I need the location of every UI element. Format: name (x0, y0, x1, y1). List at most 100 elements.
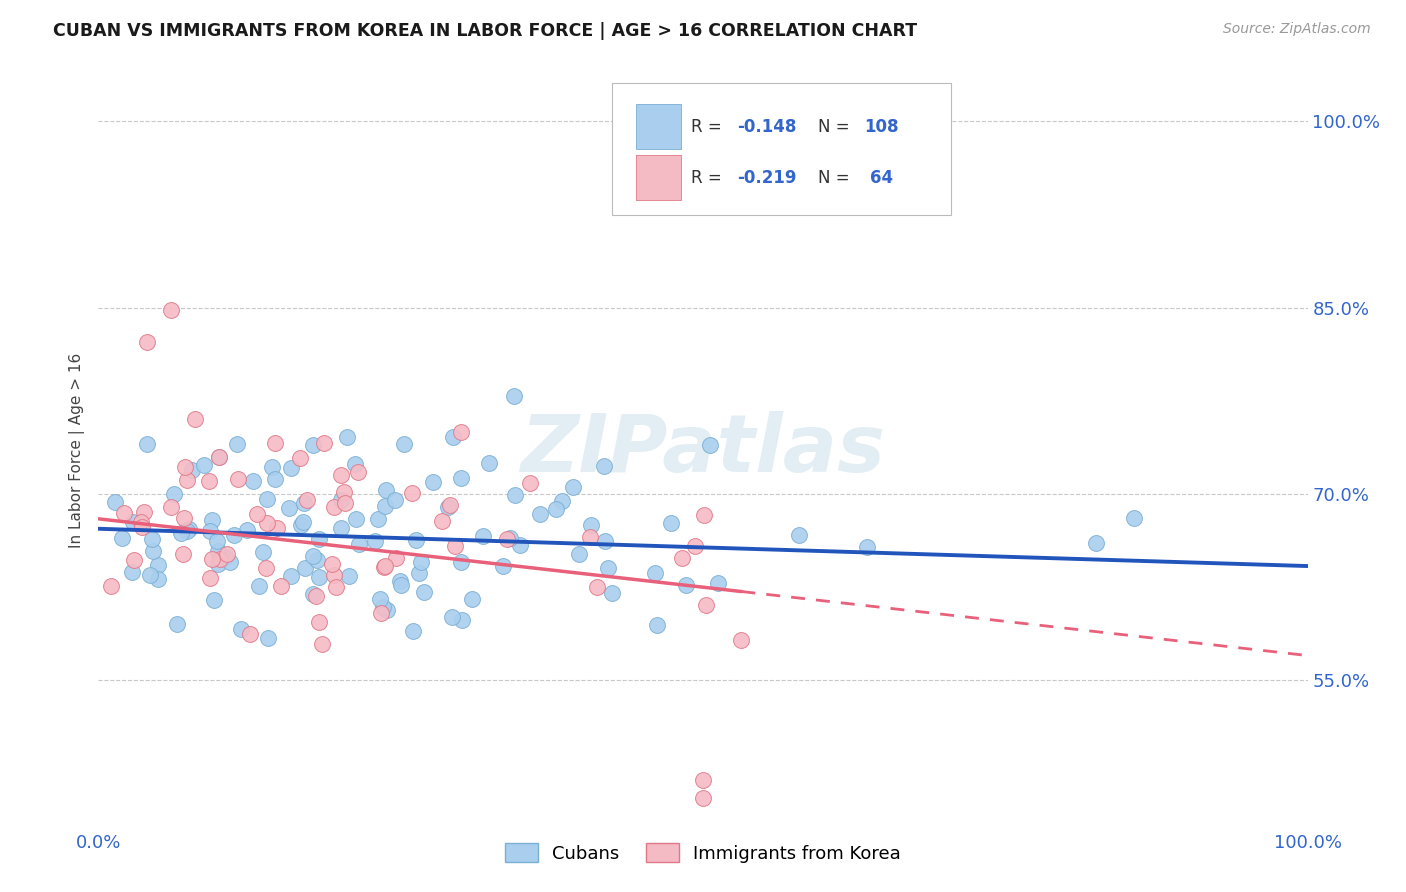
Cubans (374, 499, 396, 513)
Cubans (499, 531, 522, 545)
Cubans (592, 459, 614, 474)
Immigrants from Korea (671, 551, 693, 566)
Immigrants from Korea (201, 552, 224, 566)
Immigrants from Korea (131, 520, 153, 534)
Cubans (207, 557, 229, 571)
Immigrants from Korea (384, 550, 406, 565)
Immigrants from Korea (215, 547, 238, 561)
Cubans (402, 624, 425, 639)
Cubans (302, 549, 325, 564)
Cubans (219, 555, 242, 569)
Text: 64: 64 (870, 169, 893, 186)
Cubans (546, 502, 568, 516)
Cubans (509, 538, 531, 552)
Text: -0.219: -0.219 (737, 169, 796, 186)
Cubans (336, 430, 359, 444)
Immigrants from Korea (200, 571, 222, 585)
Cubans (598, 561, 620, 575)
Text: R =: R = (690, 118, 727, 136)
Cubans (198, 524, 221, 539)
Cubans (162, 487, 184, 501)
Cubans (659, 516, 682, 530)
Cubans (675, 578, 697, 592)
Cubans (343, 457, 366, 471)
Cubans (292, 496, 315, 510)
Cubans (529, 507, 551, 521)
Cubans (405, 533, 427, 548)
FancyBboxPatch shape (613, 83, 950, 216)
Immigrants from Korea (692, 772, 714, 787)
Cubans (247, 579, 270, 593)
Immigrants from Korea (323, 500, 346, 514)
Cubans (789, 527, 811, 541)
Cubans (176, 524, 198, 538)
Cubans (502, 389, 524, 403)
Text: 108: 108 (863, 118, 898, 136)
Y-axis label: In Labor Force | Age > 16: In Labor Force | Age > 16 (69, 353, 86, 548)
Cubans (568, 547, 591, 561)
Cubans (104, 494, 127, 508)
Cubans (121, 565, 143, 579)
Immigrants from Korea (323, 567, 346, 582)
Immigrants from Korea (160, 303, 183, 318)
Immigrants from Korea (132, 505, 155, 519)
Cubans (581, 518, 603, 533)
Cubans (388, 574, 411, 588)
Cubans (367, 512, 389, 526)
Immigrants from Korea (585, 580, 607, 594)
Immigrants from Korea (264, 435, 287, 450)
Immigrants from Korea (239, 626, 262, 640)
Text: ZIPatlas: ZIPatlas (520, 411, 886, 490)
Cubans (503, 488, 526, 502)
Immigrants from Korea (131, 515, 153, 529)
Cubans (478, 456, 501, 470)
Cubans (193, 458, 215, 472)
Immigrants from Korea (439, 498, 461, 512)
Immigrants from Korea (305, 589, 328, 603)
Immigrants from Korea (683, 539, 706, 553)
Cubans (208, 450, 231, 464)
Text: N =: N = (818, 169, 855, 186)
Cubans (337, 568, 360, 582)
Cubans (138, 567, 160, 582)
Immigrants from Korea (311, 637, 333, 651)
Text: Source: ZipAtlas.com: Source: ZipAtlas.com (1223, 22, 1371, 37)
Cubans (472, 528, 495, 542)
Immigrants from Korea (374, 558, 396, 573)
Cubans (375, 602, 398, 616)
Cubans (645, 618, 668, 632)
Cubans (413, 584, 436, 599)
Cubans (302, 438, 325, 452)
Cubans (706, 575, 728, 590)
Cubans (142, 544, 165, 558)
Immigrants from Korea (176, 473, 198, 487)
Cubans (229, 622, 252, 636)
Immigrants from Korea (172, 547, 194, 561)
Cubans (561, 480, 583, 494)
Immigrants from Korea (370, 606, 392, 620)
Cubans (363, 533, 385, 548)
Cubans (371, 599, 394, 614)
Cubans (264, 472, 287, 486)
Cubans (146, 572, 169, 586)
Immigrants from Korea (346, 465, 368, 479)
Immigrants from Korea (579, 530, 602, 544)
Cubans (595, 533, 617, 548)
Cubans (349, 537, 371, 551)
Immigrants from Korea (432, 514, 454, 528)
Cubans (201, 513, 224, 527)
Immigrants from Korea (693, 508, 716, 523)
Cubans (291, 515, 314, 529)
Immigrants from Korea (332, 485, 354, 500)
Cubans (111, 531, 134, 545)
Cubans (308, 569, 330, 583)
Immigrants from Korea (325, 580, 347, 594)
Cubans (242, 474, 264, 488)
Cubans (207, 544, 229, 558)
Immigrants from Korea (198, 474, 221, 488)
Cubans (169, 525, 191, 540)
Cubans (394, 437, 416, 451)
Cubans (256, 492, 278, 507)
Text: R =: R = (690, 169, 727, 186)
Legend: Cubans, Immigrants from Korea: Cubans, Immigrants from Korea (498, 836, 908, 870)
